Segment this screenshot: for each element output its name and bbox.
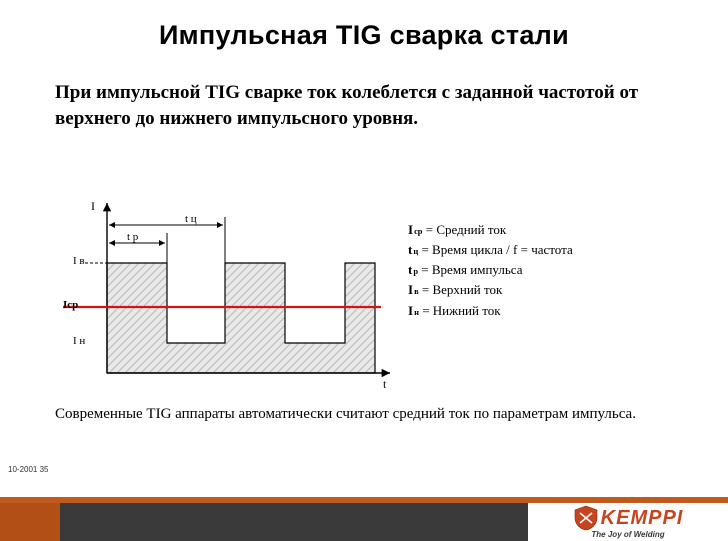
pulse-diagram: I t I в Iср I н t p t ц: [55, 195, 395, 395]
label-t-pulse: t p: [127, 231, 138, 243]
shield-icon: [573, 505, 599, 531]
label-I-low: I н: [73, 335, 85, 347]
legend-row: t ц = Время цикла / f = частота: [408, 240, 573, 260]
brand-logo: KEMPPI The Joy of Welding: [573, 505, 684, 539]
intro-paragraph: При импульсной TIG сварке ток колеблется…: [55, 80, 673, 131]
footer-main-bar: KEMPPI The Joy of Welding: [0, 503, 728, 541]
legend-row: Iср = Средний ток: [408, 220, 573, 240]
slide-title: Импульсная TIG сварка стали: [0, 20, 728, 51]
diagram-canvas: I t I в Iср I н t p t ц: [55, 195, 395, 395]
label-t-axis: t: [383, 377, 386, 392]
footer-seg-logo: KEMPPI The Joy of Welding: [528, 503, 728, 541]
footer-seg-mid: [60, 503, 528, 541]
legend-row: I в = Верхний ток: [408, 280, 573, 300]
date-id: 10-2001 35: [8, 465, 48, 474]
label-I-avg: Iср: [63, 299, 78, 311]
footer-seg-left: [0, 503, 60, 541]
footnote: Современные TIG аппараты автоматически с…: [55, 405, 673, 425]
brand-text: KEMPPI: [601, 507, 684, 530]
footer: KEMPPI The Joy of Welding: [0, 481, 728, 541]
waveform-fill: [107, 263, 375, 373]
brand-tagline: The Joy of Welding: [591, 530, 664, 539]
slide: Импульсная TIG сварка стали При импульсн…: [0, 0, 728, 541]
label-t-cycle: t ц: [185, 213, 197, 225]
diagram-svg: [55, 195, 395, 395]
legend: Iср = Средний ток t ц = Время цикла / f …: [408, 220, 573, 321]
label-I-high: I в: [73, 255, 85, 267]
label-I-axis: I: [91, 199, 95, 214]
legend-row: t p = Время импульса: [408, 260, 573, 280]
legend-row: I н = Нижний ток: [408, 301, 573, 321]
